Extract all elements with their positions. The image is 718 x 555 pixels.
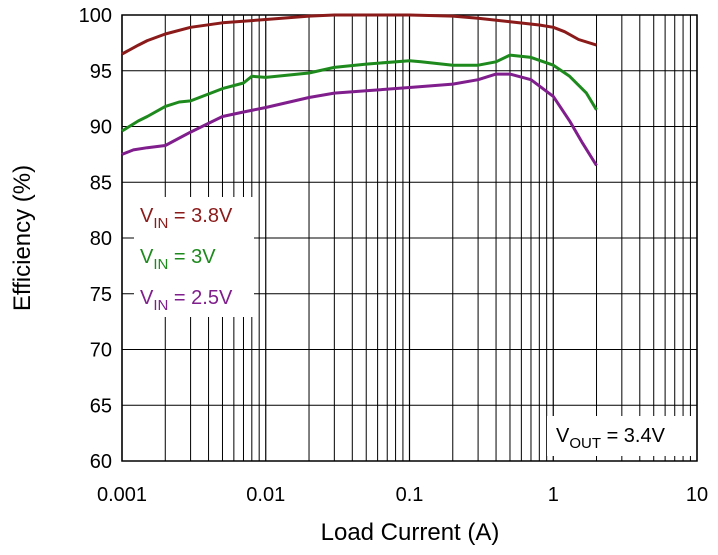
x-tick-label: 0.001 (97, 484, 147, 506)
y-tick-label: 100 (79, 5, 112, 27)
legend-box (134, 197, 254, 317)
y-tick-label: 65 (90, 395, 112, 417)
y-tick-label: 80 (90, 228, 112, 250)
x-tick-label: 0.1 (396, 484, 424, 506)
y-tick-label: 85 (90, 172, 112, 194)
legend-entry: VIN = 2.5V (140, 287, 233, 314)
y-tick-label: 95 (90, 61, 112, 83)
legend-entry-part: V (140, 246, 154, 268)
annotation-part: V (556, 425, 570, 447)
x-tick-label: 0.01 (246, 484, 285, 506)
legend-entry-part: V (140, 287, 154, 309)
legend-entry-part: = 2.5V (168, 287, 233, 309)
y-tick-label: 75 (90, 284, 112, 306)
legend-entry: VIN = 3V (140, 246, 216, 273)
legend-entry-part: = 3.8V (168, 205, 233, 227)
x-axis-label: Load Current (A) (321, 519, 500, 546)
legend-entry-part: IN (153, 256, 168, 273)
legend-entry: VIN = 3.8V (140, 205, 233, 232)
x-tick-label: 1 (548, 484, 559, 506)
annotation-box (547, 416, 693, 456)
annotation-part: = 3.4V (601, 425, 666, 447)
legend-entry-part: = 3V (168, 246, 216, 268)
legend-entry-part: IN (153, 215, 168, 232)
x-tick-label: 10 (686, 484, 708, 506)
series-line (121, 13, 597, 56)
annotation: VOUT = 3.4V (556, 425, 666, 452)
y-tick-label: 60 (90, 451, 112, 473)
series-line (121, 72, 598, 167)
annotation-part: OUT (569, 435, 601, 452)
series-line (121, 53, 598, 133)
legend-entry-part: IN (153, 297, 168, 314)
legend-entry-part: V (140, 205, 154, 227)
y-tick-label: 70 (90, 340, 112, 362)
y-tick-label: 90 (90, 117, 112, 139)
y-axis-label: Efficiency (%) (9, 165, 36, 311)
